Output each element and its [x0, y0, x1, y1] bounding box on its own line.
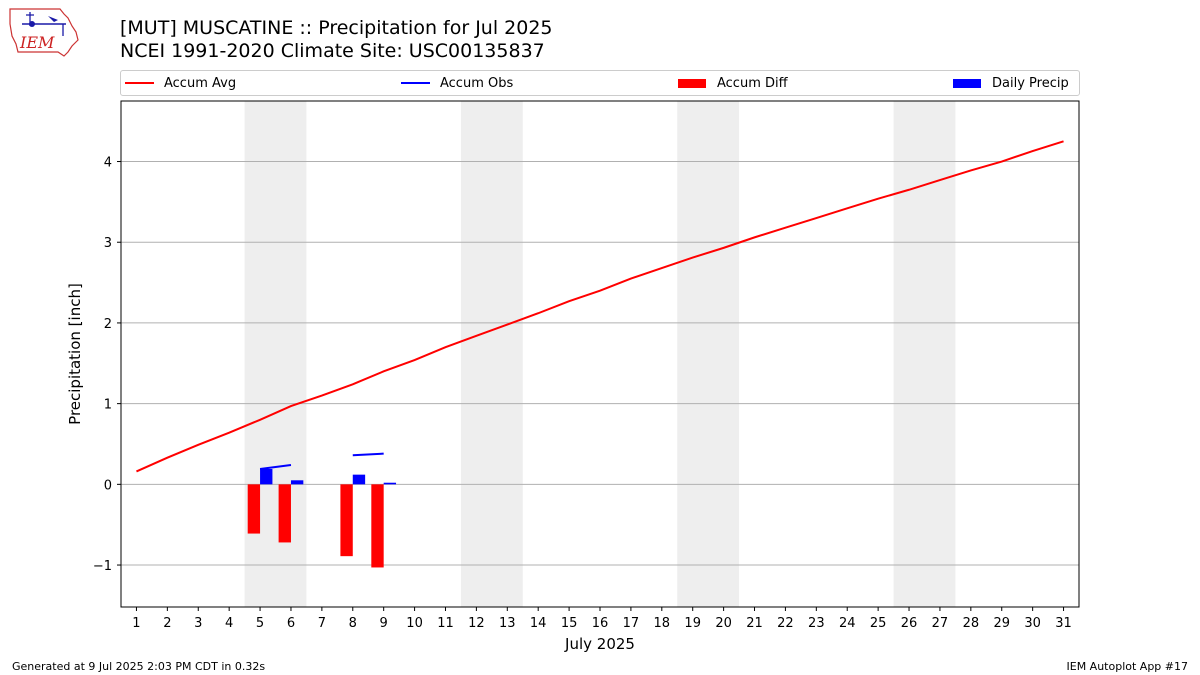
- x-tick-label-30: 30: [1024, 616, 1041, 631]
- accum-obs-line-0: [259, 463, 292, 470]
- x-tick-label-19: 19: [684, 616, 701, 631]
- x-tick-label-4: 4: [225, 616, 233, 631]
- daily-precip-bar-day-8: [352, 474, 366, 485]
- y-tick-label-0: −1: [93, 559, 112, 574]
- x-tick-label-13: 13: [499, 616, 516, 631]
- daily-precip-bar-day-9: [383, 482, 397, 485]
- logo-text: IEM: [19, 33, 55, 52]
- weekend-band-1: [460, 101, 523, 607]
- accum-obs-line-1: [352, 452, 384, 457]
- legend-item-accum-obs: Accum Obs: [401, 74, 513, 92]
- x-tick-label-11: 11: [437, 616, 454, 631]
- x-tick-label-22: 22: [777, 616, 794, 631]
- chart-subtitle: NCEI 1991-2020 Climate Site: USC00135837: [120, 40, 545, 62]
- x-tick-label-23: 23: [808, 616, 825, 631]
- x-tick-label-12: 12: [468, 616, 485, 631]
- legend-swatch-daily-precip: [953, 78, 981, 88]
- plot-frame: [120, 100, 1080, 608]
- x-tick-label-18: 18: [654, 616, 671, 631]
- y-tick-label-1: 0: [104, 478, 112, 493]
- x-tick-label-15: 15: [561, 616, 578, 631]
- legend-swatch-accum-avg: [125, 82, 154, 84]
- lines: [136, 140, 1064, 473]
- weekend-band-3: [893, 101, 956, 607]
- daily-precip-bar-day-5: [260, 469, 273, 485]
- accum-diff-bar-day-6: [278, 484, 291, 543]
- footer-app: IEM Autoplot App #17: [1066, 660, 1189, 673]
- x-tick-label-24: 24: [839, 616, 856, 631]
- bars: [247, 469, 397, 568]
- legend-swatch-accum-diff: [678, 78, 706, 88]
- x-tick-label-16: 16: [592, 616, 609, 631]
- y-tick-label-2: 1: [104, 398, 112, 413]
- x-axis-label: July 2025: [564, 635, 635, 653]
- accum-diff-bar-day-5: [247, 484, 261, 534]
- x-tick-label-9: 9: [380, 616, 388, 631]
- y-tick-label-5: 4: [104, 156, 112, 171]
- weekend-bands: [244, 101, 956, 607]
- y-tick-label-4: 3: [104, 236, 112, 251]
- x-tick-label-3: 3: [194, 616, 202, 631]
- x-tick-label-21: 21: [746, 616, 763, 631]
- legend-item-daily-precip: Daily Precip: [953, 74, 1069, 92]
- x-tick-label-6: 6: [287, 616, 295, 631]
- weekend-band-2: [677, 101, 740, 607]
- x-tick-label-7: 7: [318, 616, 326, 631]
- x-tick-label-25: 25: [870, 616, 887, 631]
- chart-legend: Accum Avg Accum Obs Accum Diff Daily Pre…: [120, 70, 1080, 96]
- y-axis-label: Precipitation [inch]: [66, 283, 84, 425]
- x-tick-label-31: 31: [1055, 616, 1072, 631]
- legend-item-accum-avg: Accum Avg: [125, 74, 236, 92]
- plot-border: [120, 100, 1080, 608]
- x-tick-label-8: 8: [349, 616, 357, 631]
- footer-generated: Generated at 9 Jul 2025 2:03 PM CDT in 0…: [12, 660, 266, 673]
- daily-precip-bar-day-6: [290, 480, 304, 485]
- x-tick-label-20: 20: [715, 616, 732, 631]
- x-tick-label-28: 28: [963, 616, 980, 631]
- weekend-band-0: [244, 101, 307, 607]
- x-tick-label-26: 26: [901, 616, 918, 631]
- y-tick-label-3: 2: [104, 317, 112, 332]
- gridlines: [121, 161, 1079, 566]
- x-tick-label-27: 27: [932, 616, 949, 631]
- legend-label-accum-avg: Accum Avg: [164, 75, 237, 91]
- ticks: 1 2 3 4 5 6 7 8 9 10 11 12 13 14 15 16 17 18 19 20 21 22 23 24 2…: [93, 156, 1072, 631]
- legend-label-accum-diff: Accum Diff: [717, 75, 788, 91]
- x-tick-label-14: 14: [530, 616, 547, 631]
- x-tick-label-1: 1: [132, 616, 140, 631]
- legend-swatch-accum-obs: [401, 82, 430, 84]
- x-tick-label-10: 10: [406, 616, 423, 631]
- accum-diff-bar-day-9: [371, 484, 384, 568]
- legend-item-accum-diff: Accum Diff: [678, 74, 788, 92]
- legend-label-daily-precip: Daily Precip: [992, 75, 1069, 91]
- x-tick-label-5: 5: [256, 616, 264, 631]
- x-tick-label-17: 17: [623, 616, 640, 631]
- legend-label-accum-obs: Accum Obs: [440, 75, 514, 91]
- x-tick-label-2: 2: [163, 616, 171, 631]
- chart-title: [MUT] MUSCATINE :: Precipitation for Jul…: [120, 17, 553, 39]
- iem-logo: IEM: [9, 8, 79, 57]
- accum-avg-line: [136, 140, 1064, 473]
- x-tick-label-29: 29: [993, 616, 1010, 631]
- accum-diff-bar-day-8: [340, 484, 353, 557]
